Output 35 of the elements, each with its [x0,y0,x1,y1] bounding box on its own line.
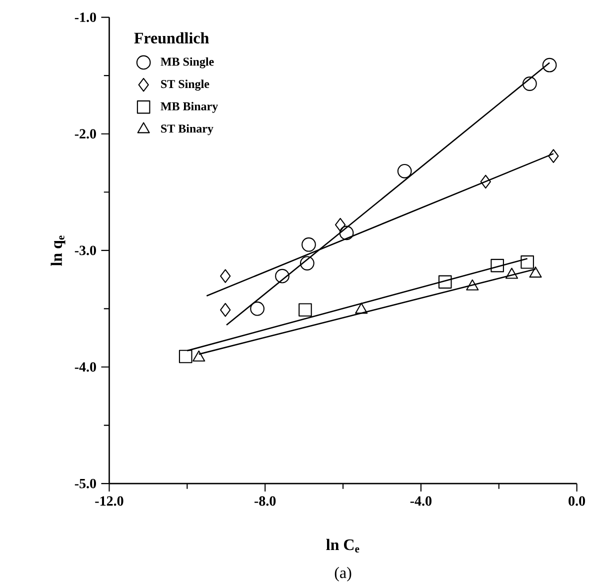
point [298,302,312,316]
y-tick-label: -5.0 [74,478,96,488]
point [275,268,290,284]
point [548,148,559,163]
legend-label: ST Single [161,79,210,90]
point [542,58,557,72]
point [397,164,412,178]
point [339,226,354,240]
y-tick-label: -4.0 [74,362,96,372]
point [178,350,192,363]
x-tick-label: 0.0 [568,496,586,506]
point [334,218,346,232]
text: (a) [334,566,352,582]
legend-label: MB Single [160,57,214,68]
point [302,237,316,252]
legend-label: ST Binary [161,124,214,135]
x-axis-title: ln C$_{e}$ [326,538,360,552]
point [300,256,314,270]
x-tick-label: -8.0 [254,496,276,506]
legend-label: MB Binary [160,102,218,113]
point [480,174,491,188]
x-tick-label: -4.0 [410,496,432,506]
point [220,268,231,283]
point [438,275,452,288]
legend-title: Freundlich [134,32,209,44]
point [250,301,264,316]
y-tick-label: -3.0 [74,245,96,255]
x-tick-label: -12.0 [95,496,124,506]
point [220,302,231,317]
y-axis-title: ln q$_{e}$ [50,235,66,266]
point [490,258,504,272]
y-tick-label: -1.0 [74,12,96,22]
point [520,255,534,269]
point [522,76,537,91]
y-tick-label: -2.0 [74,128,96,138]
